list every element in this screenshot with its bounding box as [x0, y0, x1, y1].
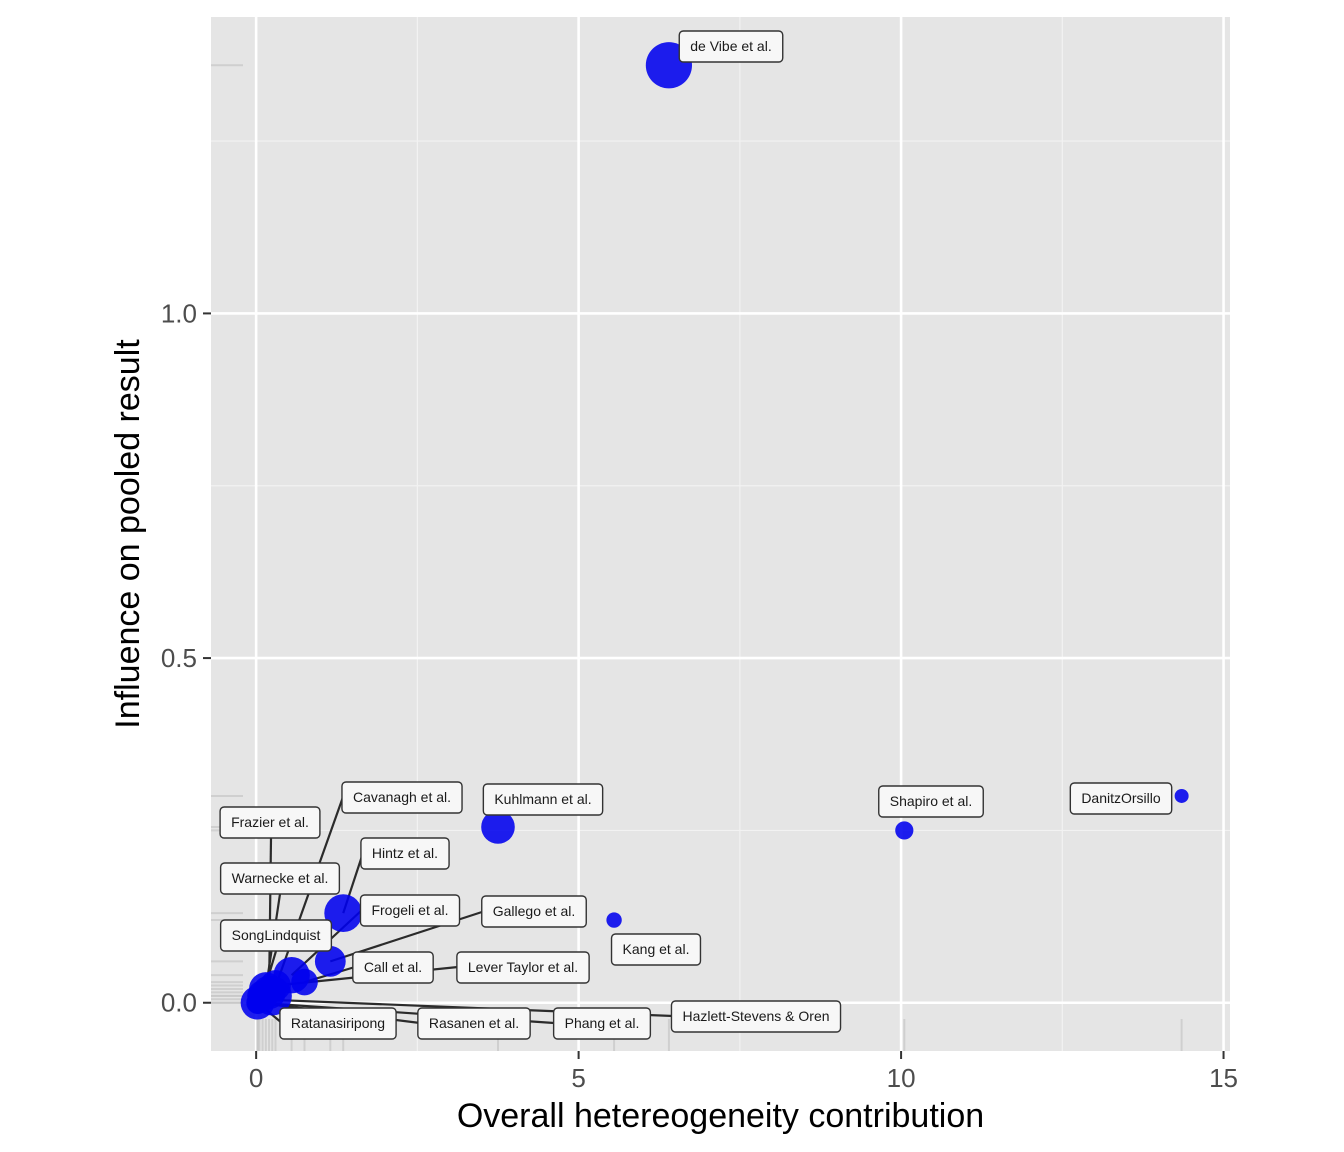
- point-label-box: [481, 895, 587, 928]
- point-label-box: [1069, 782, 1173, 815]
- point-label-box: [279, 1007, 397, 1040]
- point-label-box: [219, 806, 321, 839]
- point-label-text: DanitzOrsillo: [1081, 790, 1161, 806]
- point-label: Hazlett-Stevens & Oren: [670, 1000, 842, 1033]
- y-axis-title: Influence on pooled result: [109, 339, 147, 729]
- point-label: Warnecke et al.: [219, 862, 341, 895]
- point-label-text: Hazlett-Stevens & Oren: [682, 1008, 829, 1024]
- data-point: [1174, 788, 1189, 803]
- point-label-box: [360, 837, 450, 870]
- point-label-box: [482, 783, 604, 816]
- point-label-box: [878, 785, 984, 818]
- point-label-box: [417, 1007, 531, 1040]
- point-label: Frazier et al.: [219, 806, 321, 839]
- point-label-text: Call et al.: [364, 959, 422, 975]
- point-label-box: [456, 951, 590, 984]
- grid-minor: [211, 17, 1230, 1051]
- x-axis-title: Overall hetereogeneity contribution: [457, 1097, 984, 1135]
- point-label: DanitzOrsillo: [1069, 782, 1173, 815]
- x-tick-label: 5: [571, 1063, 585, 1093]
- data-point: [291, 968, 318, 996]
- x-tick-label: 0: [249, 1063, 263, 1093]
- point-label-box: [678, 30, 784, 63]
- x-tick-label: 10: [887, 1063, 916, 1093]
- point-label-text: Phang et al.: [565, 1015, 640, 1031]
- point-label: de Vibe et al.: [678, 30, 784, 63]
- point-label-text: Warnecke et al.: [232, 870, 329, 886]
- data-point: [246, 991, 269, 1014]
- data-point: [481, 810, 515, 844]
- point-label-box: [352, 951, 434, 984]
- point-label: Ratanasiripong: [279, 1007, 397, 1040]
- axes: 0 5 10 15 0.0 0.5 1.0: [161, 298, 1238, 1093]
- point-label: Gallego et al.: [481, 895, 587, 928]
- point-label-text: Kang et al.: [623, 941, 690, 957]
- point-label-text: Lever Taylor et al.: [468, 959, 578, 975]
- point-label-text: Shapiro et al.: [890, 793, 973, 809]
- point-label-text: Kuhlmann et al.: [494, 791, 591, 807]
- point-label: Hintz et al.: [360, 837, 450, 870]
- data-point: [895, 821, 914, 840]
- point-label: Phang et al.: [552, 1007, 652, 1040]
- x-tick-label: 15: [1209, 1063, 1238, 1093]
- point-label-text: Hintz et al.: [372, 845, 438, 861]
- point-label-box: [341, 781, 463, 814]
- point-label: Lever Taylor et al.: [456, 951, 590, 984]
- y-tick-label: 0.0: [161, 988, 197, 1018]
- data-point: [324, 894, 363, 933]
- plot-panel: [211, 17, 1230, 1051]
- point-label-text: Frogeli et al.: [371, 902, 448, 918]
- y-tick-label: 0.5: [161, 643, 197, 673]
- point-label-box: [610, 933, 702, 966]
- point-label: Shapiro et al.: [878, 785, 984, 818]
- point-label-box: [219, 919, 333, 952]
- data-point: [314, 945, 346, 977]
- point-label-box: [670, 1000, 842, 1033]
- point-label: Frogeli et al.: [359, 894, 461, 927]
- point-label-text: Ratanasiripong: [291, 1015, 385, 1031]
- data-points: [240, 42, 1189, 1020]
- point-label-text: Rasanen et al.: [429, 1015, 519, 1031]
- point-label: SongLindquist: [219, 919, 333, 952]
- point-label: Cavanagh et al.: [341, 781, 463, 814]
- point-label-box: [359, 894, 461, 927]
- point-label-text: Cavanagh et al.: [353, 789, 451, 805]
- data-point: [606, 912, 622, 928]
- point-label: Call et al.: [352, 951, 434, 984]
- point-label-text: Gallego et al.: [493, 903, 576, 919]
- point-label: Kang et al.: [610, 933, 702, 966]
- point-labels: de Vibe et al. DanitzOrsillo Shapiro et al…: [219, 30, 1173, 1040]
- point-label-text: de Vibe et al.: [690, 38, 771, 54]
- point-label-box: [552, 1007, 652, 1040]
- point-label-box: [219, 862, 341, 895]
- point-label: Kuhlmann et al.: [482, 783, 604, 816]
- point-label-text: SongLindquist: [232, 927, 321, 943]
- point-label-text: Frazier et al.: [231, 814, 309, 830]
- point-label: Rasanen et al.: [417, 1007, 531, 1040]
- y-tick-label: 1.0: [161, 298, 197, 328]
